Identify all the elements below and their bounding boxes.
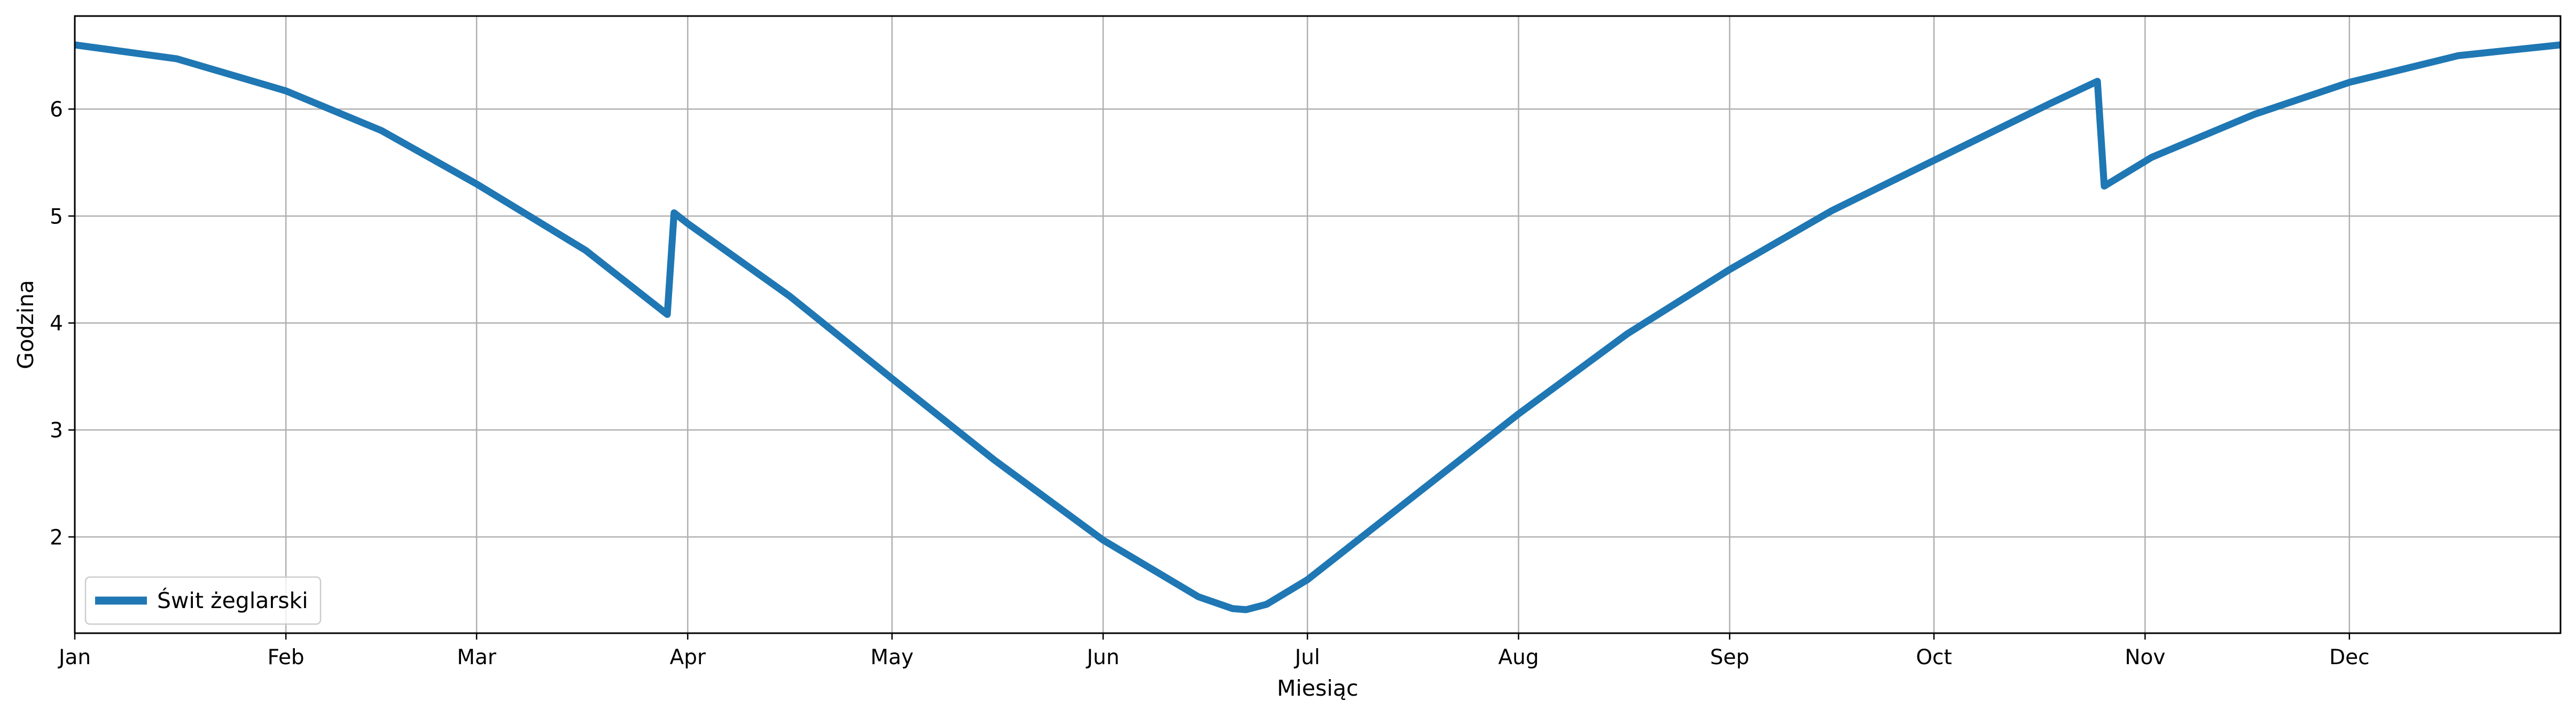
y-tick-label: 3 [50,419,63,443]
legend-box [84,576,322,625]
x-tick-label: Sep [1710,645,1750,670]
grid [74,16,2561,633]
x-tick-label: May [870,645,914,670]
x-tick-label: Jun [1085,645,1119,670]
x-tick-label: Dec [2329,645,2369,670]
series-layer [74,41,2561,613]
y-axis-label: Godzina [13,280,38,369]
y-tick-label: 5 [50,205,63,229]
x-tick-label: Jul [1293,645,1320,670]
y-tick-label: 6 [50,98,63,122]
plot-frame [74,15,2562,634]
x-tick-label: Mar [457,645,497,670]
x-axis-label: Miesiąc [1277,675,1358,701]
ticks: Jan Feb Mar Apr May Jun Jul Aug Sep Oct Nov Dec 2 3 4 5… [50,98,2369,670]
x-tick-label: Jan [57,645,91,670]
x-tick-label: Apr [670,645,706,670]
y-tick-label: 2 [50,526,63,550]
y-tick-label: 4 [50,312,63,336]
x-tick-label: Nov [2125,645,2165,670]
legend-label: Świt żeglarski [157,588,308,613]
x-tick-label: Aug [1498,645,1539,670]
series-line [74,41,2561,613]
x-tick-label: Feb [268,645,305,670]
x-tick-label: Oct [1916,645,1951,670]
legend: Świt żeglarski [84,576,322,625]
